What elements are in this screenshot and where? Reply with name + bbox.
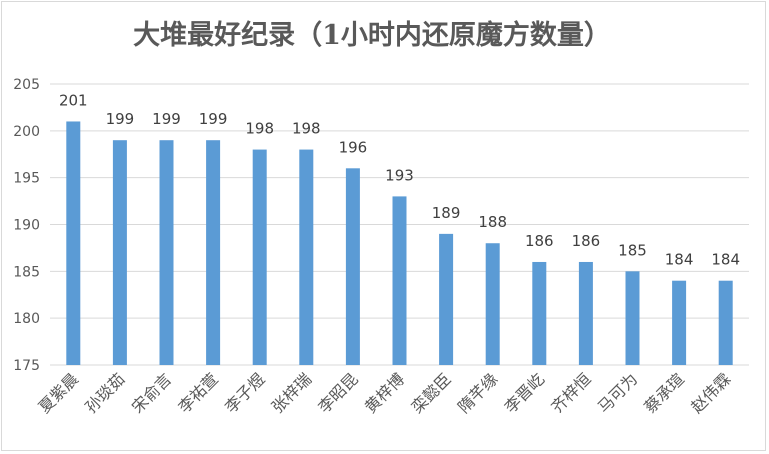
bar bbox=[625, 271, 640, 365]
x-tick-label: 夏紫晨 bbox=[35, 369, 82, 416]
bar bbox=[159, 140, 174, 365]
bar bbox=[66, 121, 81, 365]
bar bbox=[718, 280, 733, 365]
x-tick-label: 李祐萱 bbox=[175, 369, 222, 416]
y-tick-label: 180 bbox=[13, 311, 40, 327]
x-tick-label: 马可为 bbox=[594, 369, 641, 416]
data-labels: 201 199 199 199 198 198 196 193 189 188 186 186 185 1… bbox=[59, 91, 740, 268]
bar bbox=[485, 243, 500, 365]
bar bbox=[345, 168, 360, 365]
y-tick-label: 200 bbox=[13, 124, 40, 140]
x-tick-label: 孙琰茹 bbox=[81, 369, 128, 416]
x-axis-labels: 夏紫晨 孙琰茹 宋俞言 李祐萱 李子煜 张梓瑞 李昭昆 黄梓博 栾懿臣 隋芊缘 李晋屹 齐梓恒 马可为蔡… bbox=[35, 369, 735, 416]
bar bbox=[578, 261, 593, 365]
bar bbox=[392, 196, 407, 365]
x-tick-label: 黄梓博 bbox=[361, 369, 408, 416]
data-label: 186 bbox=[525, 232, 554, 250]
y-tick-label: 185 bbox=[13, 264, 40, 280]
data-label: 198 bbox=[245, 120, 274, 138]
bars bbox=[66, 121, 733, 365]
data-label: 184 bbox=[665, 251, 694, 269]
bar bbox=[672, 280, 687, 365]
x-tick-label: 齐梓恒 bbox=[547, 369, 594, 416]
bar bbox=[532, 261, 547, 365]
data-label: 199 bbox=[199, 110, 228, 128]
data-label: 199 bbox=[106, 110, 135, 128]
data-label: 185 bbox=[618, 241, 647, 259]
data-label: 198 bbox=[292, 120, 321, 138]
x-tick-label: 宋俞言 bbox=[128, 369, 175, 416]
bar bbox=[206, 140, 221, 365]
y-tick-label: 195 bbox=[13, 171, 40, 187]
x-tick-label: 李子煜 bbox=[221, 369, 268, 416]
x-tick-label: 李昭昆 bbox=[314, 369, 361, 416]
y-tick-label: 190 bbox=[13, 218, 40, 234]
data-label: 189 bbox=[432, 204, 461, 222]
x-tick-label: 张梓瑞 bbox=[268, 369, 315, 416]
bar bbox=[439, 233, 454, 365]
x-tick-label: 栾懿臣 bbox=[408, 369, 455, 416]
x-tick-label: 隋芊缘 bbox=[454, 369, 501, 416]
data-label: 186 bbox=[572, 232, 601, 250]
y-axis-ticks: 175 180 185 190 195 200 205 bbox=[13, 77, 40, 374]
bar bbox=[299, 149, 314, 365]
data-label: 201 bbox=[59, 91, 88, 109]
data-label: 184 bbox=[711, 251, 740, 269]
x-tick-label: 赵伟霖 bbox=[687, 369, 734, 416]
data-label: 188 bbox=[478, 213, 507, 231]
x-tick-label: 李晋屹 bbox=[501, 369, 548, 416]
x-tick-label: 蔡承瑄 bbox=[641, 369, 688, 416]
data-label: 196 bbox=[339, 138, 368, 156]
y-tick-label: 205 bbox=[13, 77, 40, 93]
chart-title: 大堆最好纪录（1小时内还原魔方数量） bbox=[133, 19, 611, 51]
bar bbox=[252, 149, 267, 365]
data-label: 193 bbox=[385, 166, 414, 184]
y-tick-label: 175 bbox=[13, 358, 40, 374]
data-label: 199 bbox=[152, 110, 181, 128]
bar bbox=[112, 140, 127, 365]
